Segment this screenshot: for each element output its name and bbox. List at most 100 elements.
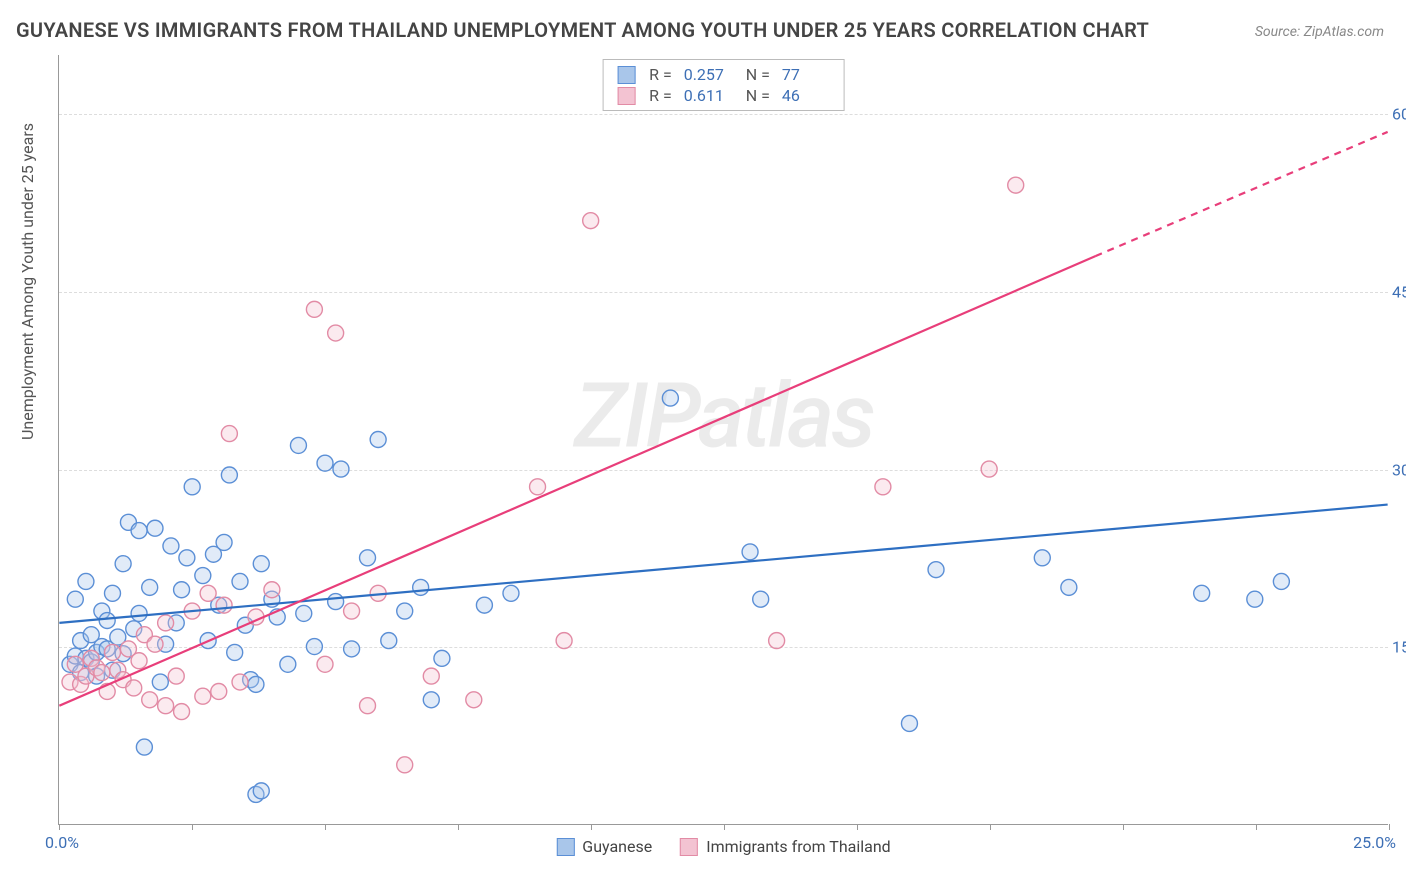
legend: Guyanese Immigrants from Thailand — [556, 837, 890, 856]
data-point — [136, 739, 152, 755]
data-point — [875, 479, 891, 495]
data-point — [248, 676, 264, 692]
data-point — [105, 585, 121, 601]
data-point — [115, 556, 131, 572]
y-tick-label: 45.0% — [1392, 282, 1406, 301]
data-point — [530, 479, 546, 495]
legend-label: Immigrants from Thailand — [706, 837, 890, 856]
stats-row-series-2: R = 0.611 N = 46 — [617, 85, 830, 106]
data-point — [344, 641, 360, 657]
data-point — [280, 656, 296, 672]
data-point — [1034, 550, 1050, 566]
x-tick — [325, 824, 326, 830]
data-point — [360, 550, 376, 566]
data-point — [1273, 573, 1289, 589]
data-point — [179, 550, 195, 566]
x-tick — [990, 824, 991, 830]
data-point — [662, 390, 678, 406]
chart-title: GUYANESE VS IMMIGRANTS FROM THAILAND UNE… — [16, 18, 1149, 42]
data-point — [328, 594, 344, 610]
data-point — [168, 668, 184, 684]
data-point — [434, 650, 450, 666]
r-value: 0.257 — [684, 65, 732, 84]
data-point — [290, 437, 306, 453]
data-point — [753, 591, 769, 607]
x-tick — [1256, 824, 1257, 830]
x-tick — [857, 824, 858, 830]
x-tick — [192, 824, 193, 830]
data-point — [742, 544, 758, 560]
data-point — [195, 568, 211, 584]
x-tick — [458, 824, 459, 830]
data-point — [466, 692, 482, 708]
n-value: 77 — [782, 65, 830, 84]
data-point — [476, 597, 492, 613]
data-point — [78, 573, 94, 589]
r-value: 0.611 — [684, 86, 732, 105]
data-point — [158, 698, 174, 714]
data-point — [317, 455, 333, 471]
data-point — [221, 426, 237, 442]
data-point — [184, 479, 200, 495]
data-point — [147, 636, 163, 652]
data-point — [195, 688, 211, 704]
data-point — [413, 579, 429, 595]
data-point — [94, 665, 110, 681]
data-point — [211, 684, 227, 700]
data-point — [126, 680, 142, 696]
data-point — [264, 582, 280, 598]
data-point — [253, 783, 269, 799]
y-axis-label: Unemployment Among Youth under 25 years — [18, 123, 37, 440]
swatch-icon — [617, 66, 635, 84]
data-point — [981, 461, 997, 477]
data-point — [221, 467, 237, 483]
chart-plot-area: ZIPatlas 15.0%30.0%45.0%60.0% R = 0.257 … — [58, 55, 1388, 825]
data-point — [232, 573, 248, 589]
data-point — [227, 644, 243, 660]
data-point — [131, 653, 147, 669]
data-point — [317, 656, 333, 672]
data-point — [99, 613, 115, 629]
data-point — [370, 432, 386, 448]
data-point — [67, 591, 83, 607]
data-point — [216, 534, 232, 550]
data-point — [296, 605, 312, 621]
r-label: R = — [649, 86, 672, 105]
swatch-icon — [680, 838, 698, 856]
x-axis-end-label: 25.0% — [1353, 833, 1396, 852]
trend-line-extrapolated — [1095, 132, 1387, 256]
data-point — [381, 633, 397, 649]
data-point — [174, 582, 190, 598]
legend-item: Immigrants from Thailand — [680, 837, 890, 856]
data-point — [928, 562, 944, 578]
legend-label: Guyanese — [582, 837, 652, 856]
data-point — [142, 579, 158, 595]
data-point — [163, 538, 179, 554]
r-label: R = — [649, 65, 672, 84]
data-point — [769, 633, 785, 649]
n-value: 46 — [782, 86, 830, 105]
trend-line — [59, 256, 1095, 706]
data-point — [1008, 177, 1024, 193]
data-point — [333, 461, 349, 477]
data-point — [1061, 579, 1077, 595]
data-point — [232, 674, 248, 690]
y-tick-label: 60.0% — [1392, 105, 1406, 124]
data-point — [131, 523, 147, 539]
data-point — [360, 698, 376, 714]
x-tick — [1123, 824, 1124, 830]
data-point — [397, 603, 413, 619]
data-point — [583, 213, 599, 229]
x-tick — [591, 824, 592, 830]
stats-row-series-1: R = 0.257 N = 77 — [617, 64, 830, 85]
n-label: N = — [746, 65, 770, 84]
data-point — [147, 520, 163, 536]
data-point — [423, 668, 439, 684]
data-point — [306, 301, 322, 317]
data-point — [200, 585, 216, 601]
y-tick-label: 30.0% — [1392, 460, 1406, 479]
swatch-icon — [617, 87, 635, 105]
n-label: N = — [746, 86, 770, 105]
data-point — [423, 692, 439, 708]
data-point — [397, 757, 413, 773]
